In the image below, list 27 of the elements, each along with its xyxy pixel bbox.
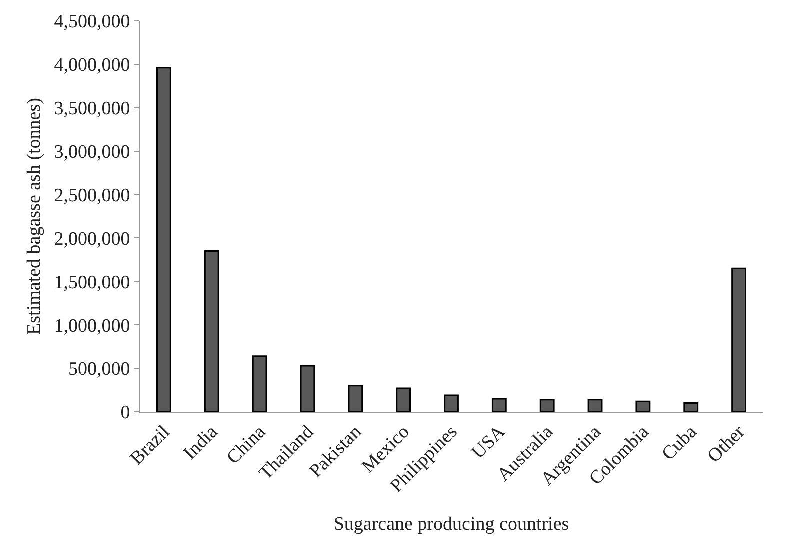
bar <box>684 402 699 412</box>
bar <box>252 356 268 412</box>
y-tick-label: 3,500,000 <box>54 98 130 120</box>
y-tick-label: 2,000,000 <box>54 228 130 250</box>
bar <box>396 388 412 412</box>
bar <box>348 385 364 412</box>
y-tick-label: 3,000,000 <box>54 142 130 163</box>
y-axis-title: Estimated bagasse ash (tonnes) <box>24 98 46 335</box>
bar <box>300 365 316 412</box>
y-tick-label: 0 <box>120 402 130 424</box>
bar <box>492 398 507 412</box>
y-tick-label: 2,500,000 <box>54 185 130 206</box>
bar <box>444 394 459 412</box>
x-axis-title: Sugarcane producing countries <box>334 514 570 535</box>
x-tick-label: Cuba <box>658 421 702 465</box>
y-tick-label: 4,500,000 <box>54 12 130 33</box>
bar <box>156 67 172 412</box>
bar <box>540 399 555 412</box>
y-tick-label: 4,000,000 <box>54 55 130 76</box>
bar <box>204 250 220 412</box>
bar <box>732 268 746 412</box>
y-tick-label: 500,000 <box>68 359 130 380</box>
y-tick-label: 1,000,000 <box>54 316 130 337</box>
bar <box>588 399 603 412</box>
x-tick-label: India <box>180 421 223 464</box>
bar <box>636 400 651 412</box>
y-tick-label: 1,500,000 <box>54 272 130 294</box>
